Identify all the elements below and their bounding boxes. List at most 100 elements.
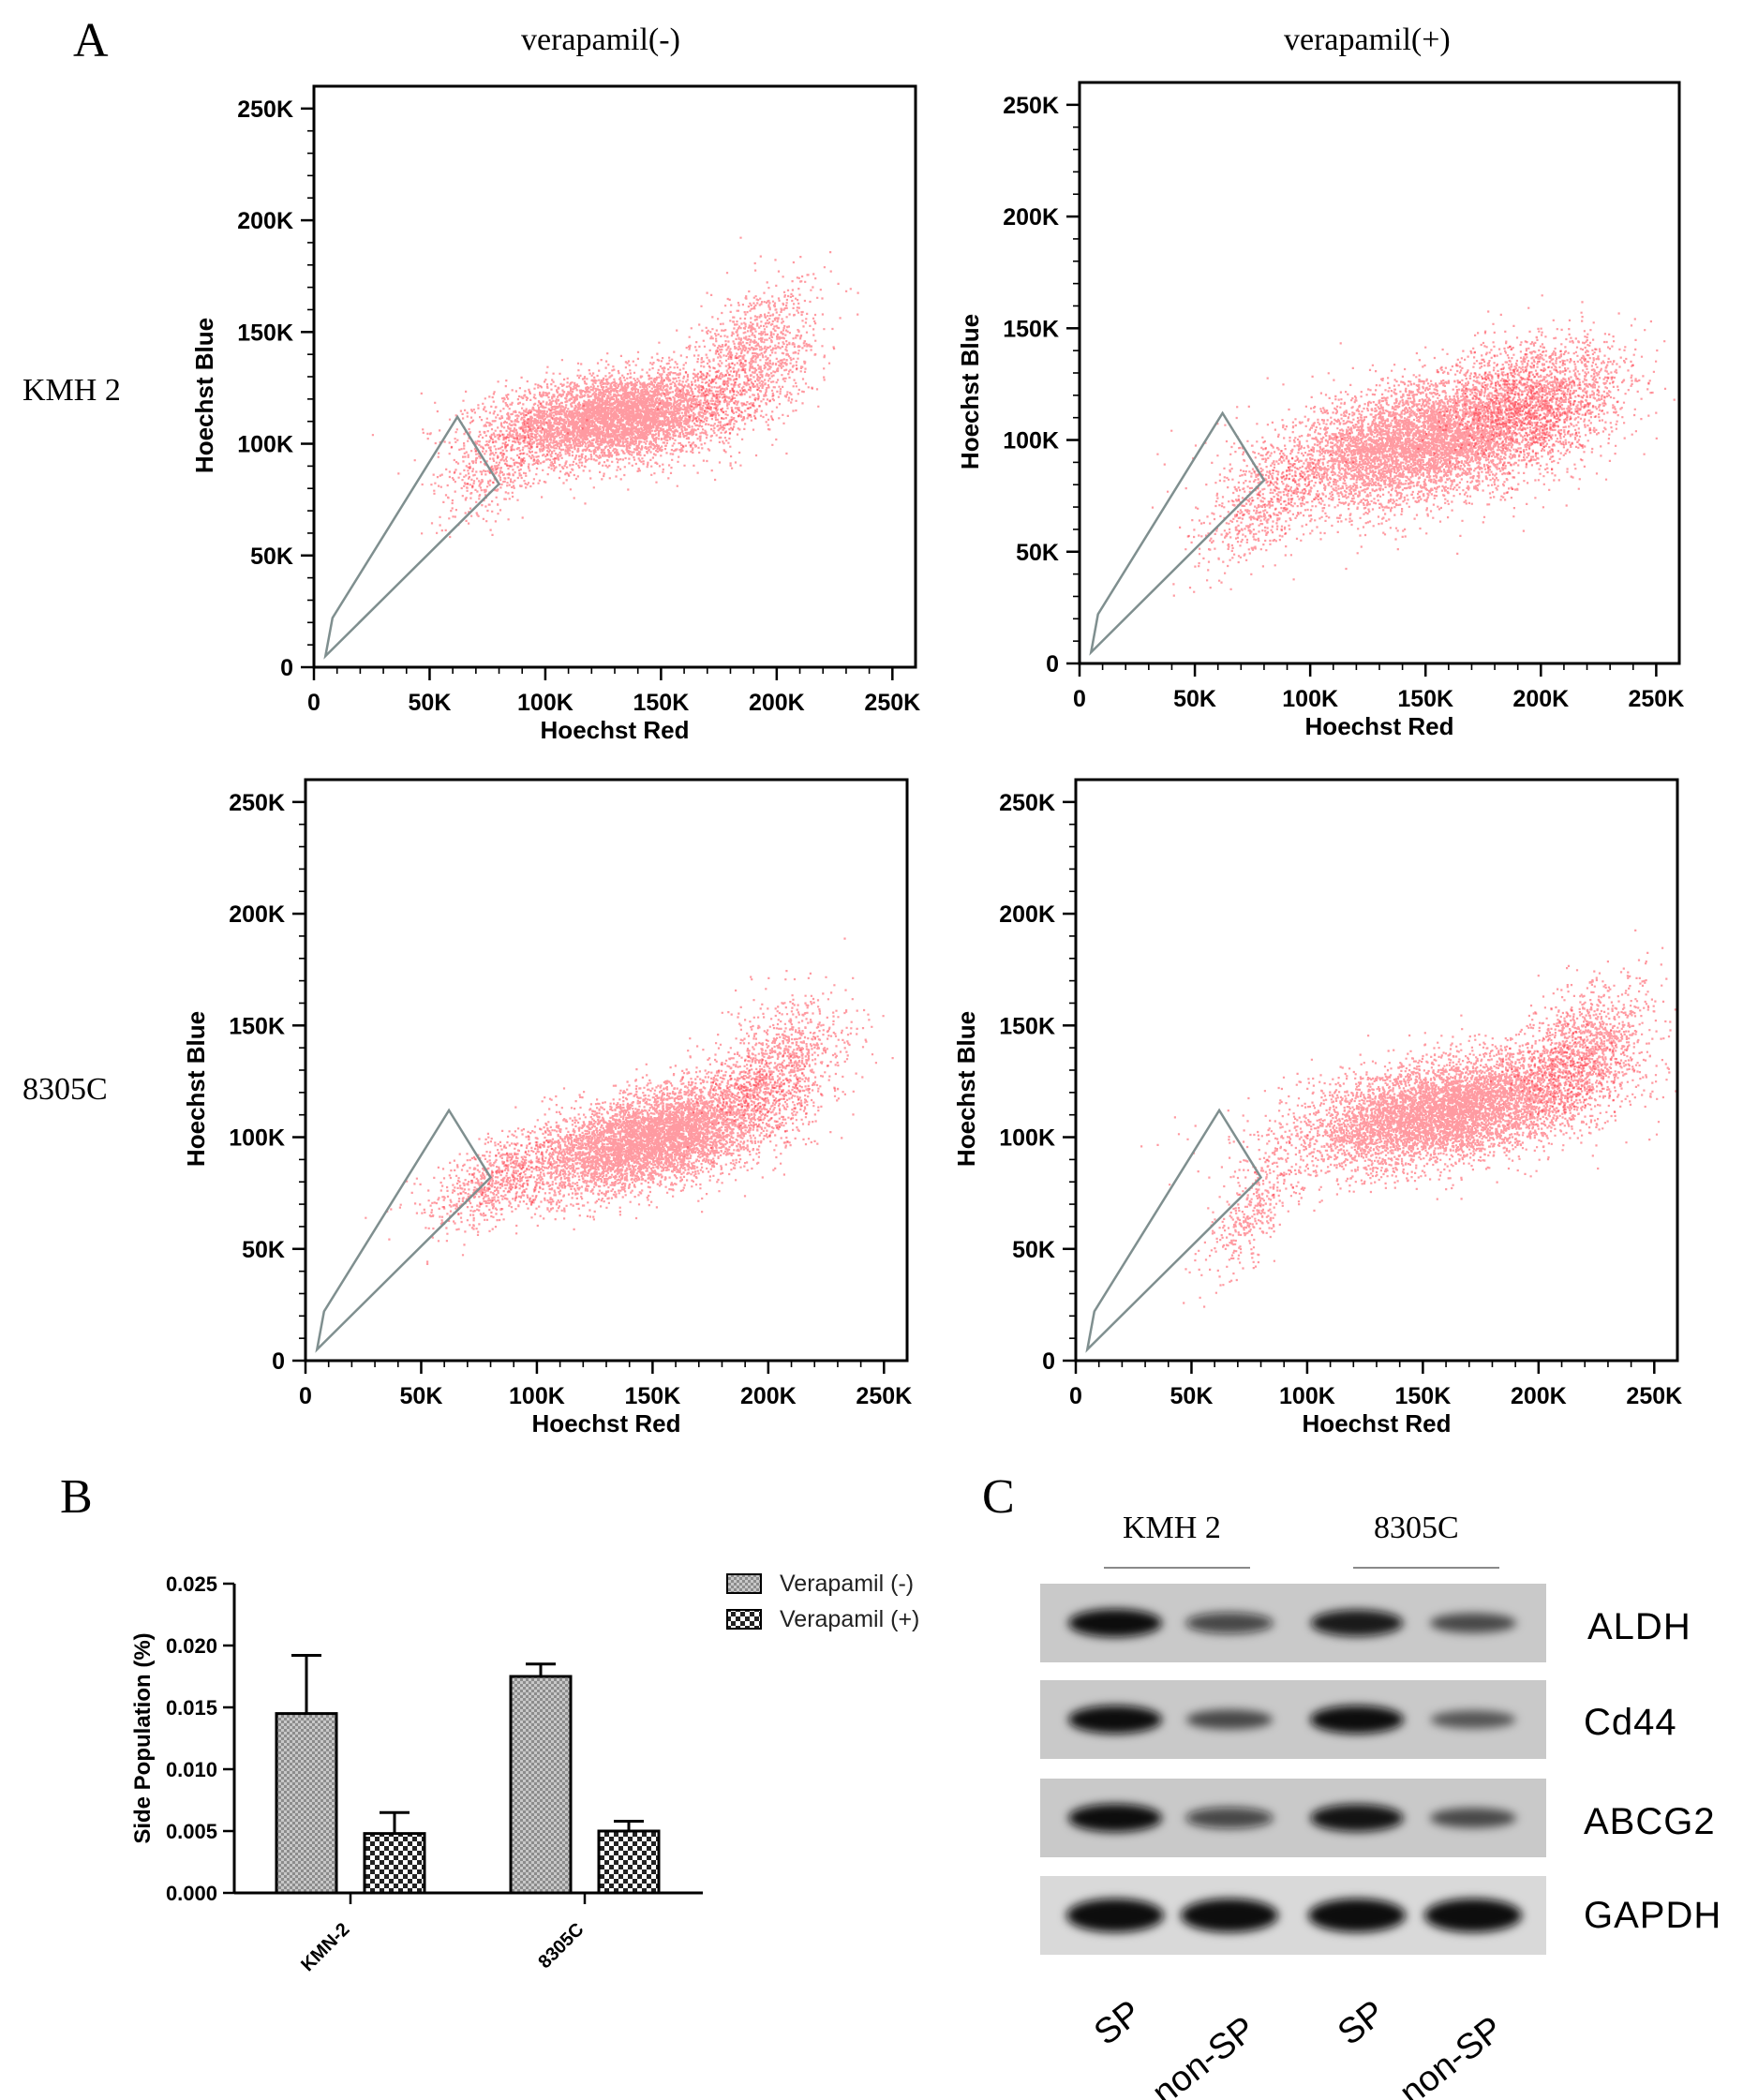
y-tick-label: 0.000: [166, 1882, 217, 1905]
scatter-point-cluster: [1140, 1005, 1677, 1212]
x-tick-label: 100K: [1279, 1383, 1335, 1409]
scatter-point-cluster: [1183, 1130, 1319, 1308]
y-tick-label: 100K: [229, 1125, 285, 1152]
y-tick-label: 0.020: [166, 1634, 217, 1658]
flow-plots: 0050K50K100K100K150K150K200K200K250K250K…: [182, 81, 1685, 1437]
category-label: KMN-2: [297, 1919, 353, 1975]
legend-label: Verapamil (-): [780, 1571, 914, 1597]
western-blot: [1040, 1584, 1546, 1955]
y-tick-label: 0.025: [166, 1572, 217, 1596]
y-axis-label: Side Population (%): [130, 1632, 156, 1843]
x-tick-label: 100K: [1282, 686, 1338, 712]
y-tick-label: 200K: [1003, 204, 1059, 231]
scatter-point-cluster: [1151, 316, 1676, 571]
blot-group-underline-kmh2: [1104, 1567, 1250, 1569]
y-tick-label: 250K: [229, 790, 285, 816]
x-tick-label: 0: [1069, 1383, 1082, 1409]
blot-band: [1185, 1807, 1274, 1829]
blot-band: [1308, 1899, 1406, 1932]
flow-plot-8305c-verapamil-minus: 00 50K 50K 100K 100K 150K 150K 200K 200K 250K 250K…: [182, 778, 912, 1437]
y-tick-label: 0: [1042, 1348, 1055, 1375]
x-tick-label: 200K: [1511, 1383, 1567, 1409]
blot-band: [1068, 1609, 1162, 1637]
blot-band: [1181, 1899, 1278, 1932]
plot-frame: [312, 84, 917, 669]
blot-band: [1310, 1804, 1404, 1832]
legend-swatch: [726, 1573, 762, 1594]
x-tick-label: 250K: [864, 690, 920, 716]
y-tick-label: 100K: [999, 1125, 1055, 1152]
scatter-point-cluster: [365, 1091, 586, 1265]
y-tick-label: 50K: [242, 1237, 285, 1263]
bar: [509, 1675, 573, 1895]
y-tick-label: 200K: [999, 901, 1055, 928]
bar: [363, 1832, 426, 1895]
y-tick-label: 0.005: [166, 1820, 217, 1843]
protein-label-cd44: Cd44: [1584, 1702, 1677, 1743]
x-tick-label: 250K: [1626, 1383, 1682, 1409]
scatter-point-cluster: [1474, 929, 1676, 1135]
blot-group-8305c: 8305C: [1374, 1511, 1459, 1545]
y-axis-label: Hoechst Blue: [190, 318, 218, 473]
x-tick-label: 50K: [400, 1383, 443, 1409]
column-header-verapamil-plus: verapamil(+): [1284, 22, 1451, 57]
sp-gate: [323, 414, 501, 660]
blot-band: [1068, 1804, 1162, 1832]
x-axis-label: Hoechst Red: [541, 716, 690, 744]
protein-label-gapdh: GAPDH: [1584, 1895, 1722, 1936]
blot-band: [1429, 1613, 1517, 1633]
lane-label-sp-1: SP: [1087, 1992, 1149, 2054]
x-tick-label: 0: [1073, 686, 1086, 712]
scatter-points: [365, 937, 894, 1265]
x-tick-label: 100K: [509, 1383, 565, 1409]
legend-swatch: [726, 1609, 762, 1630]
y-tick-label: 200K: [237, 208, 293, 234]
scatter-point-cluster: [386, 1009, 894, 1236]
y-tick-label: 0: [272, 1348, 285, 1375]
category-label: 8305C: [534, 1919, 588, 1973]
blot-band: [1430, 1710, 1516, 1729]
blot-band: [1068, 1705, 1162, 1734]
y-tick-label: 100K: [1003, 428, 1059, 454]
x-tick-label: 200K: [749, 690, 805, 716]
row-header-8305c: 8305C: [22, 1072, 108, 1107]
protein-label-abcg2: ABCG2: [1584, 1801, 1716, 1842]
x-tick-label: 150K: [633, 690, 690, 716]
blot-band: [1066, 1899, 1164, 1932]
x-tick-label: 50K: [1170, 1383, 1214, 1409]
blot-band: [1424, 1899, 1522, 1932]
y-tick-label: 150K: [999, 1013, 1055, 1039]
x-tick-label: 100K: [517, 690, 574, 716]
y-tick-label: 200K: [229, 901, 285, 928]
scatter-point-cluster: [681, 937, 885, 1164]
scatter-points: [1140, 929, 1677, 1308]
y-tick-label: 0.010: [166, 1758, 217, 1781]
x-tick-label: 200K: [1512, 686, 1569, 712]
y-tick-label: 250K: [1003, 93, 1059, 119]
side-population-bar-chart: 0.000 0.005 0.010 0.015 0.020 0.025 Side Popul…: [130, 1571, 919, 1975]
y-tick-label: 250K: [999, 790, 1055, 816]
sp-gate: [1089, 410, 1266, 656]
x-tick-label: 0: [307, 690, 320, 716]
x-tick-label: 50K: [409, 690, 452, 716]
y-tick-label: 0: [1046, 651, 1059, 678]
blot-band: [1429, 1808, 1517, 1828]
x-axis-label: Hoechst Red: [1303, 1409, 1452, 1437]
blot-band: [1310, 1705, 1404, 1734]
y-tick-label: 150K: [229, 1013, 285, 1039]
panel-label-b: B: [60, 1470, 93, 1524]
scatter-points: [371, 236, 859, 539]
blot-band: [1310, 1609, 1404, 1637]
y-tick-label: 50K: [250, 544, 293, 570]
y-tick-label: 150K: [237, 320, 293, 346]
flow-plot-kmh2-verapamil-plus: 00 50K 50K 100K 100K 150K 150K 200K 200K 250K 250K…: [956, 81, 1685, 740]
sp-gate: [1085, 1108, 1263, 1353]
scatter-point-cluster: [371, 333, 835, 519]
column-header-verapamil-minus: verapamil(-): [521, 22, 680, 57]
x-axis-label: Hoechst Red: [1305, 712, 1454, 740]
x-tick-label: 0: [299, 1383, 312, 1409]
plot-frame: [304, 778, 909, 1363]
lane-label-non-sp-2: non-SP: [1393, 2008, 1511, 2100]
x-tick-label: 250K: [1629, 686, 1685, 712]
x-tick-label: 200K: [740, 1383, 797, 1409]
